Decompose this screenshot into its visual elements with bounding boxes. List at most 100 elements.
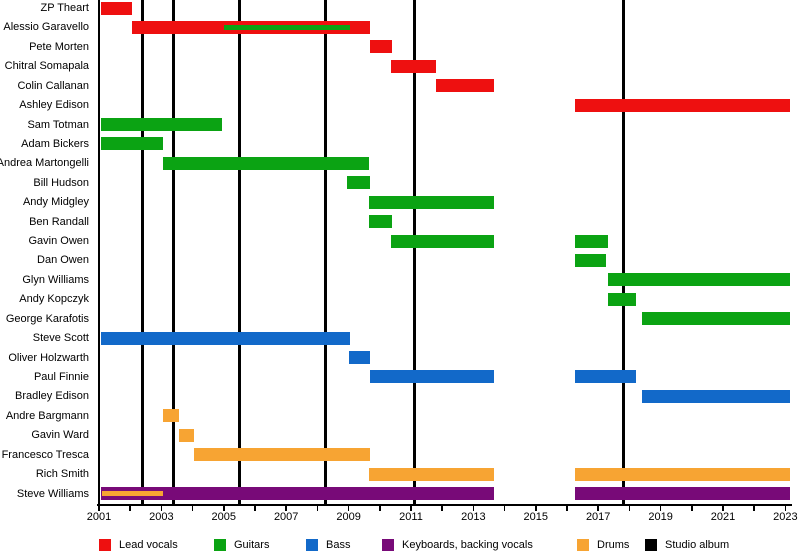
tenure-bar-bass	[100, 331, 351, 345]
legend-label-bass: Bass	[326, 539, 351, 551]
tenure-bar-keyboards	[574, 487, 791, 500]
x-axis-tick-label: 2007	[273, 511, 299, 523]
tenure-bar-lead_vocals	[435, 79, 494, 93]
tenure-bar-guitars	[368, 195, 494, 209]
legend-swatch-drums	[577, 539, 589, 551]
member-label: Andrea Martongelli	[0, 157, 89, 170]
studio-album-line	[323, 0, 327, 505]
member-label: Ashley Edison	[19, 99, 89, 112]
x-axis-tick	[98, 506, 100, 511]
x-axis-tick	[285, 506, 287, 511]
x-axis-line	[97, 504, 792, 506]
studio-album-line	[141, 0, 145, 505]
member-label: Bill Hudson	[33, 176, 89, 189]
tenure-bar-drums	[574, 467, 791, 481]
member-label: ZP Theart	[40, 2, 89, 14]
studio-album-line	[621, 0, 625, 505]
x-axis-tick-label: 2001	[86, 511, 112, 523]
member-label: Oliver Holzwarth	[8, 351, 89, 364]
tenure-bar-lead_vocals	[574, 98, 791, 112]
tenure-bar-bass	[370, 370, 494, 384]
tenure-bar-guitars	[347, 176, 371, 190]
member-label: Andy Kopczyk	[19, 293, 89, 306]
tenure-bar-lead_vocals	[100, 1, 132, 15]
tenure-bar-guitars	[641, 312, 791, 326]
tenure-bar-lead_vocals	[390, 59, 436, 73]
secondary-role-stripe-guitars	[223, 24, 351, 30]
tenure-bar-bass	[348, 351, 371, 365]
x-axis-tick-label: 2021	[710, 511, 736, 523]
x-axis-tick	[691, 506, 693, 511]
x-axis-tick	[379, 506, 381, 511]
legend-label-drums: Drums	[597, 539, 630, 551]
tenure-bar-bass	[574, 370, 636, 384]
member-label: Andy Midgley	[22, 196, 89, 209]
legend-swatch-bass	[306, 539, 318, 551]
tenure-bar-drums	[368, 467, 494, 481]
x-axis-tick-label: 2017	[585, 511, 611, 523]
x-axis-tick	[191, 506, 194, 511]
x-axis-tick	[566, 506, 568, 511]
member-label: Dan Owen	[37, 254, 89, 267]
tenure-bar-guitars	[390, 234, 494, 248]
x-axis-tick	[597, 506, 599, 511]
member-label: Sam Totman	[27, 118, 89, 131]
studio-album-line	[172, 0, 176, 505]
legend-swatch-keyboards	[382, 539, 394, 551]
x-axis-tick-label: 2013	[461, 511, 486, 523]
legend-item-lead_vocals: Lead vocals	[99, 538, 178, 552]
tenure-bar-drums	[194, 448, 371, 462]
member-label: Chitral Somapala	[4, 60, 89, 73]
x-axis-tick	[160, 506, 163, 511]
legend-label-guitars: Guitars	[234, 539, 270, 551]
x-axis-tick	[441, 506, 443, 511]
member-label: Rich Smith	[35, 468, 89, 481]
x-axis-tick	[753, 506, 755, 511]
tenure-bar-guitars	[162, 156, 369, 170]
x-axis-tick-label: 2019	[648, 511, 673, 523]
x-axis-tick	[129, 506, 131, 511]
tenure-bar-lead_vocals	[370, 40, 393, 54]
x-axis-tick	[410, 506, 412, 511]
legend-label-keyboards: Keyboards, backing vocals	[402, 539, 533, 551]
x-axis-tick	[659, 506, 662, 511]
x-axis-tick-label: 2011	[399, 511, 423, 523]
legend-swatch-guitars	[214, 539, 226, 551]
x-axis-tick	[628, 506, 631, 511]
member-label: Colin Callanan	[17, 79, 89, 92]
x-axis-tick	[472, 506, 475, 511]
x-axis-tick	[316, 506, 319, 511]
member-label: Pete Morten	[29, 40, 89, 53]
x-axis-tick	[223, 506, 225, 511]
studio-album-line	[412, 0, 416, 505]
tenure-bar-drums	[178, 428, 195, 442]
x-axis-tick	[347, 506, 350, 511]
legend-label-studio_album: Studio album	[665, 539, 730, 551]
legend-item-bass: Bass	[306, 538, 350, 552]
x-axis-tick-label: 2003	[149, 511, 174, 523]
member-label: Andre Bargmann	[5, 409, 89, 422]
plot-left-border	[98, 0, 100, 505]
member-label: Alessio Garavello	[3, 21, 89, 34]
member-label: Steve Scott	[32, 332, 89, 345]
member-label: Gavin Ward	[31, 429, 89, 442]
member-label: Glyn Williams	[22, 273, 89, 286]
legend-swatch-lead_vocals	[99, 539, 111, 551]
x-axis-tick-label: 2005	[211, 511, 237, 523]
x-axis-tick	[535, 506, 537, 511]
tenure-bar-bass	[641, 389, 791, 403]
tenure-bar-guitars	[100, 137, 163, 151]
secondary-role-stripe-drums	[102, 491, 163, 496]
member-label: Bradley Edison	[15, 390, 89, 403]
x-axis-tick	[503, 506, 506, 511]
legend-item-guitars: Guitars	[214, 538, 269, 552]
legend-swatch-studio_album	[645, 539, 657, 551]
x-axis-tick	[784, 506, 787, 511]
legend-item-studio_album: Studio album	[645, 538, 729, 552]
x-axis-tick	[254, 506, 256, 511]
tenure-bar-guitars	[607, 292, 636, 306]
tenure-bar-drums	[162, 409, 179, 423]
tenure-bar-guitars	[368, 215, 393, 229]
x-axis-tick-label: 2015	[523, 511, 549, 523]
tenure-bar-guitars	[574, 234, 608, 248]
